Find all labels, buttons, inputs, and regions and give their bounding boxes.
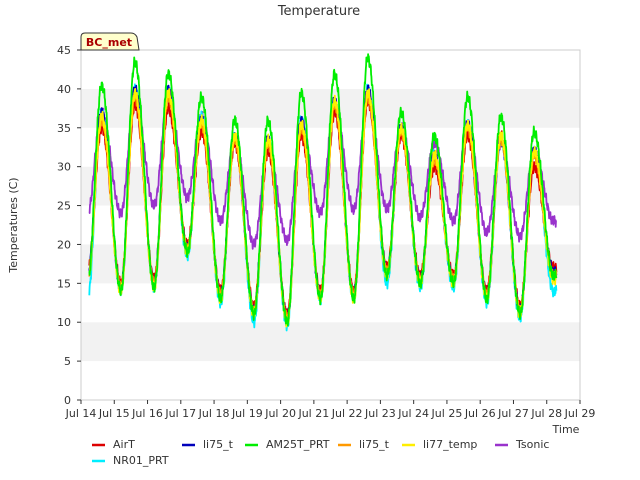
series-layer [88, 53, 558, 332]
legend-label: NR01_PRT [113, 454, 169, 467]
x-tick-label: Jul 18 [198, 407, 230, 420]
y-tick-label: 40 [57, 83, 71, 96]
x-tick-label: Jul 26 [464, 407, 496, 420]
y-tick-label: 35 [57, 122, 71, 135]
grid-band [81, 205, 580, 245]
x-tick-label: Jul 15 [98, 407, 130, 420]
y-axis-label: Temperatures (C) [7, 177, 20, 273]
x-tick-label: Jul 21 [297, 407, 329, 420]
grid-band [81, 244, 580, 284]
x-tick-label: Jul 23 [364, 407, 396, 420]
grid-band [81, 50, 580, 89]
legend-label: li75_t [203, 438, 234, 451]
x-tick-label: Jul 22 [331, 407, 363, 420]
x-tick-label: Jul 14 [65, 407, 97, 420]
grid-band [81, 322, 580, 362]
x-tick-label: Jul 16 [131, 407, 163, 420]
y-tick-label: 45 [57, 44, 71, 57]
legend: AirT li75_t AM25T_PRT li75_t li77_temp Tsonic… [92, 438, 549, 467]
x-axis: Jul 14 Jul 15 Jul 16 Jul 17 Jul 18 Jul 19 Jul … [65, 400, 596, 420]
y-tick-label: 0 [64, 394, 71, 407]
y-tick-label: 15 [57, 277, 71, 290]
grid-band [81, 361, 580, 400]
y-tick-label: 20 [57, 238, 71, 251]
legend-label: AM25T_PRT [266, 438, 330, 451]
x-tick-label: Jul 19 [231, 407, 263, 420]
legend-label: AirT [113, 438, 135, 451]
legend-label: li77_temp [423, 438, 477, 451]
legend-label: li75_t [359, 438, 390, 451]
plot-frame [80, 49, 581, 401]
y-axis: 0 5 10 15 20 25 30 35 40 45 [57, 44, 81, 407]
site-badge-label: BC_met [86, 36, 132, 49]
legend-label: Tsonic [515, 438, 549, 451]
x-tick-label: Jul 24 [397, 407, 429, 420]
y-tick-label: 5 [64, 355, 71, 368]
series-line-am25t-prt [88, 53, 558, 327]
plot-border [80, 49, 581, 401]
site-badge: BC_met [80, 32, 140, 51]
x-tick-label: Jul 17 [164, 407, 196, 420]
x-tick-label: Jul 28 [530, 407, 562, 420]
x-tick-label: Jul 27 [497, 407, 529, 420]
x-tick-label: Jul 29 [564, 407, 596, 420]
grid-band [81, 283, 580, 323]
x-tick-label: Jul 25 [431, 407, 463, 420]
x-axis-label: Time [552, 423, 580, 436]
x-tick-label: Jul 20 [264, 407, 296, 420]
y-tick-label: 10 [57, 316, 71, 329]
y-tick-label: 30 [57, 161, 71, 174]
chart-title: Temperature [277, 4, 360, 19]
y-tick-label: 25 [57, 200, 71, 213]
